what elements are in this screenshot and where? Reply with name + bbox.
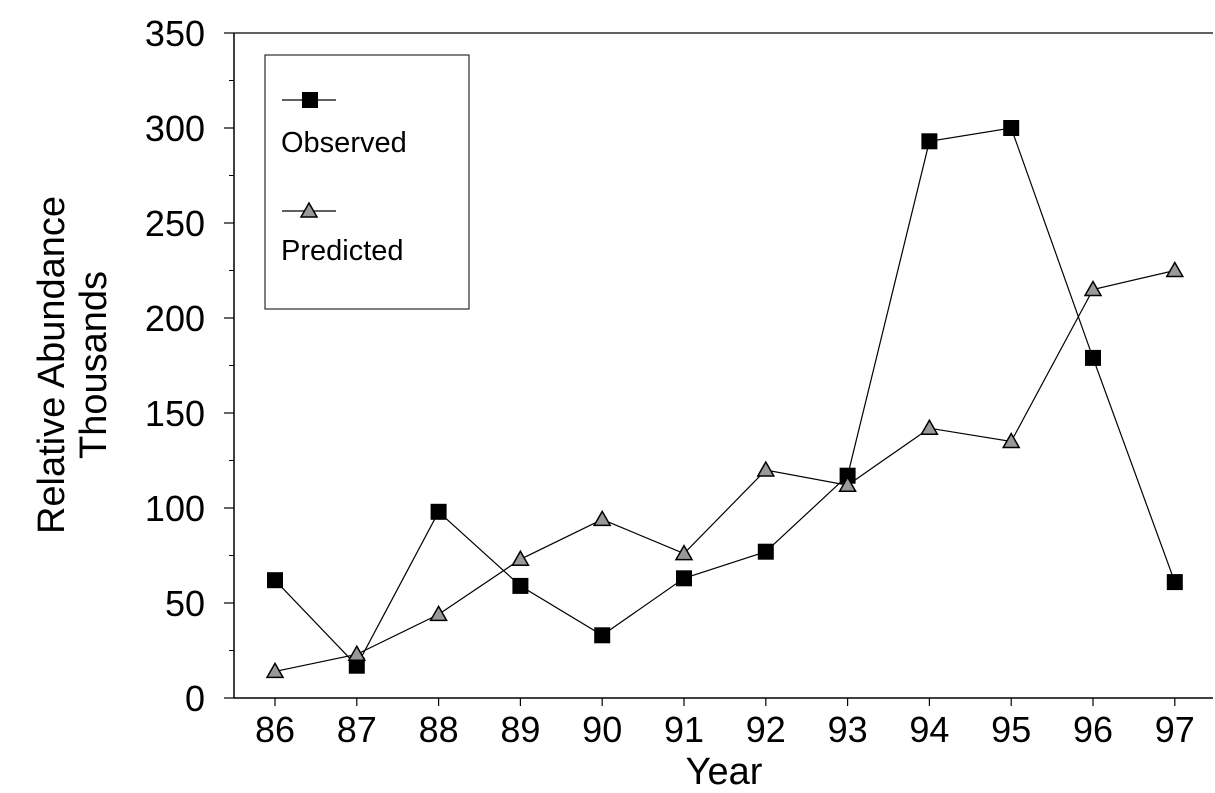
predicted-point	[1083, 279, 1103, 297]
y-axis-title: Relative Abundance Thousands	[31, 196, 115, 534]
x-tick-label: 89	[500, 709, 540, 750]
predicted-point	[429, 604, 448, 622]
y-tick-label: 0	[185, 678, 205, 719]
x-tick-label: 92	[746, 709, 786, 750]
predicted-point	[592, 509, 612, 527]
observed-point	[676, 570, 692, 587]
observed-point	[1003, 120, 1020, 136]
x-tick-label: 88	[419, 709, 459, 750]
x-tick-label: 96	[1073, 709, 1113, 750]
predicted-point	[674, 544, 694, 561]
legend-predicted-marker	[299, 201, 319, 218]
predicted-point	[838, 475, 857, 492]
y-tick-label: 100	[145, 488, 205, 529]
predicted-point	[1001, 431, 1021, 449]
y-tick-label: 150	[145, 393, 205, 434]
y-tick-label: 350	[145, 13, 205, 54]
observed-point	[348, 657, 365, 674]
y-ticks: 0 50 100 150 200 250 300 350	[145, 13, 234, 719]
legend-box	[264, 54, 470, 310]
observed-point	[1166, 574, 1183, 591]
x-tick-label: 90	[582, 709, 622, 750]
x-tick-label: 95	[991, 709, 1031, 750]
y-tick-label: 250	[145, 203, 205, 244]
observed-point	[267, 572, 283, 589]
predicted-point	[347, 644, 367, 662]
predicted-line	[274, 269, 1175, 672]
legend-observed-label: Observed	[281, 127, 407, 159]
y-axis-title-line2: Thousands	[73, 271, 115, 459]
observed-point	[512, 577, 529, 594]
y-tick-label: 50	[165, 583, 205, 624]
legend: Observed Predicted	[264, 54, 470, 310]
x-tick-label: 94	[909, 709, 949, 750]
predicted-point	[756, 460, 776, 477]
y-tick-label: 300	[145, 108, 205, 149]
x-tick-label: 87	[337, 709, 377, 750]
predicted-point	[920, 418, 939, 435]
predicted-point	[1165, 260, 1185, 278]
y-tick-label: 200	[145, 298, 205, 339]
x-tick-label: 97	[1155, 709, 1195, 750]
x-tick-label: 91	[664, 709, 704, 750]
legend-observed-marker	[302, 92, 318, 108]
x-axis-title: Year	[686, 751, 763, 793]
observed-point	[757, 543, 774, 560]
observed-point	[921, 133, 938, 150]
x-ticks: 86 87 88 89 90 91 92 93 94 95 96 97	[255, 698, 1195, 750]
legend-predicted-label: Predicted	[281, 235, 404, 267]
x-tick-label: 86	[255, 709, 295, 750]
y-axis-title-line1: Relative Abundance	[31, 196, 73, 534]
series-layer	[265, 120, 1185, 679]
observed-point	[430, 503, 447, 520]
x-tick-label: 93	[828, 709, 868, 750]
predicted-point	[265, 661, 285, 679]
observed-line	[274, 127, 1176, 667]
predicted-point	[511, 549, 530, 567]
observed-point	[594, 627, 611, 644]
observed-point	[1085, 349, 1101, 366]
